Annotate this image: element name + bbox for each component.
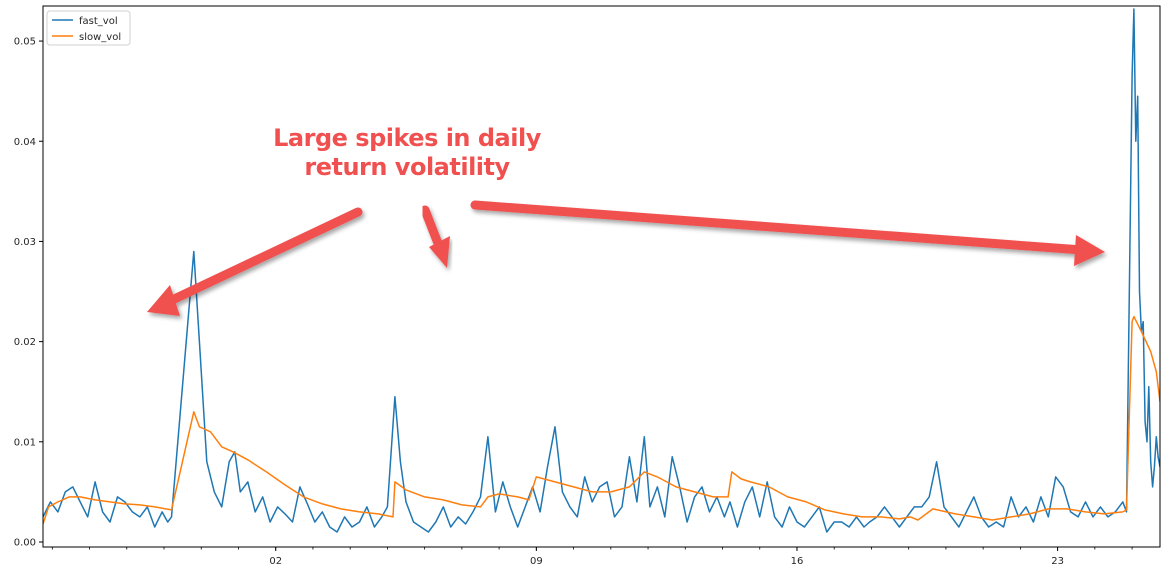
y-tick-label: 0.03: [14, 237, 36, 248]
x-tick-label: 16: [791, 556, 804, 567]
arrow-to-first-spike: [147, 207, 363, 316]
series-line-fast-vol: [43, 8, 1160, 533]
y-tick-label: 0.00: [14, 537, 36, 548]
axes: 0.00 0.01 0.02 0.03 0.04 0.05 02 09 16 23: [14, 5, 1161, 567]
x-tick-label: 09: [530, 556, 543, 567]
y-tick-label: 0.02: [14, 337, 36, 348]
arrow-to-third-spike: [470, 200, 1105, 266]
y-tick-label: 0.05: [14, 37, 36, 48]
plot-frame: [42, 5, 1161, 548]
x-tick-label: 02: [269, 556, 282, 567]
annotation: Large spikes in daily return volatility: [147, 122, 1105, 316]
y-tick-label: 0.04: [14, 137, 36, 148]
annotation-line-2: return volatility: [304, 153, 510, 181]
legend-label-slow-vol: slow_vol: [79, 32, 121, 43]
plot-area: [43, 8, 1160, 533]
series-line-slow-vol: [43, 315, 1160, 525]
legend: fast_vol slow_vol: [46, 10, 131, 46]
legend-label-fast-vol: fast_vol: [79, 16, 118, 27]
annotation-line-1: Large spikes in daily: [273, 124, 542, 152]
arrow-to-second-spike: [420, 205, 450, 268]
x-tick-label: 23: [1051, 556, 1064, 567]
y-tick-label: 0.01: [14, 437, 36, 448]
